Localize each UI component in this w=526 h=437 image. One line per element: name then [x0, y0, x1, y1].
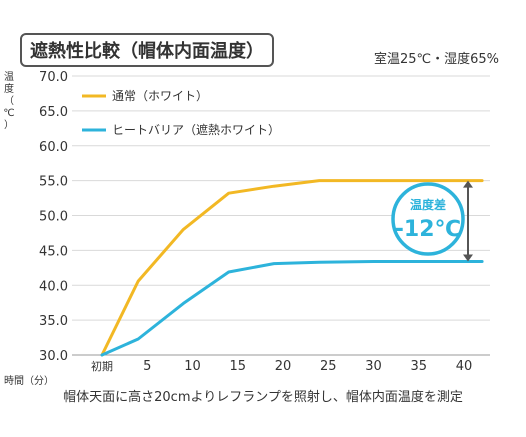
room-condition-label: 室温25℃・湿度65%	[373, 52, 499, 67]
y-tick-label: 40.0	[39, 279, 68, 294]
y-axis-label: 温度（℃）	[2, 72, 16, 132]
measurement-note: 帽体天面に高さ20cmよりレフランプを照射し、帽体内面温度を測定	[63, 390, 463, 405]
y-tick-label: 30.0	[39, 349, 68, 364]
legend-label-1: ヒートバリア（遮熱ホワイト）	[112, 122, 280, 137]
series-line-0	[100, 179, 484, 357]
difference-arrow-head-top	[463, 180, 473, 188]
y-axis-label-char-1: 度	[4, 84, 14, 95]
x-tick-label: 40	[456, 359, 473, 374]
y-tick-label: 60.0	[39, 140, 68, 155]
difference-badge-label: 温度差	[410, 197, 446, 212]
difference-badge-value: -12℃	[395, 217, 461, 242]
series-line-1	[100, 260, 484, 357]
difference-arrow-head-bottom	[463, 254, 473, 262]
x-tick-label: 20	[275, 359, 292, 374]
y-axis-label-char-2: （	[4, 96, 14, 107]
x-tick-label: 5	[143, 359, 151, 374]
y-tick-label: 70.0	[39, 70, 68, 85]
x-tick-label: 30	[365, 359, 382, 374]
y-axis-label-char-0: 温	[4, 72, 14, 83]
y-tick-label: 35.0	[39, 314, 68, 329]
difference-badge	[391, 182, 465, 256]
x-tick-label: 25	[320, 359, 337, 374]
x-axis-label: 時間（分）	[4, 376, 54, 387]
y-axis-label-char-3: ℃	[3, 108, 15, 119]
chart-title: 遮熱性比較（帽体内面温度）	[20, 33, 274, 67]
y-tick-label: 50.0	[39, 210, 68, 225]
x-tick-label: 15	[229, 359, 246, 374]
y-tick-label: 55.0	[39, 175, 68, 190]
legend-label-0: 通常（ホワイト）	[112, 89, 208, 103]
x-tick-label: 35	[410, 359, 427, 374]
x-tick-label: 10	[184, 359, 201, 374]
y-tick-label: 65.0	[39, 105, 68, 120]
x-tick-label: 初期	[91, 359, 113, 373]
y-axis-label-char-4: ）	[4, 120, 14, 131]
y-tick-label: 45.0	[39, 244, 68, 259]
